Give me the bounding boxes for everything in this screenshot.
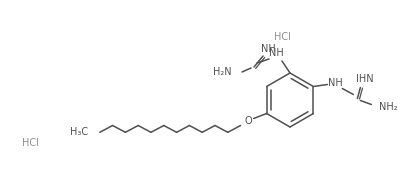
Text: NH: NH	[268, 48, 283, 58]
Text: NH: NH	[327, 77, 342, 87]
Text: H₃C: H₃C	[70, 127, 88, 137]
Text: NH₂: NH₂	[378, 102, 397, 111]
Text: HCl: HCl	[22, 138, 39, 148]
Text: H₂N: H₂N	[213, 67, 231, 77]
Text: IHN: IHN	[355, 74, 372, 85]
Text: HCl: HCl	[273, 32, 290, 42]
Text: O: O	[244, 117, 252, 126]
Text: NH: NH	[260, 44, 275, 54]
